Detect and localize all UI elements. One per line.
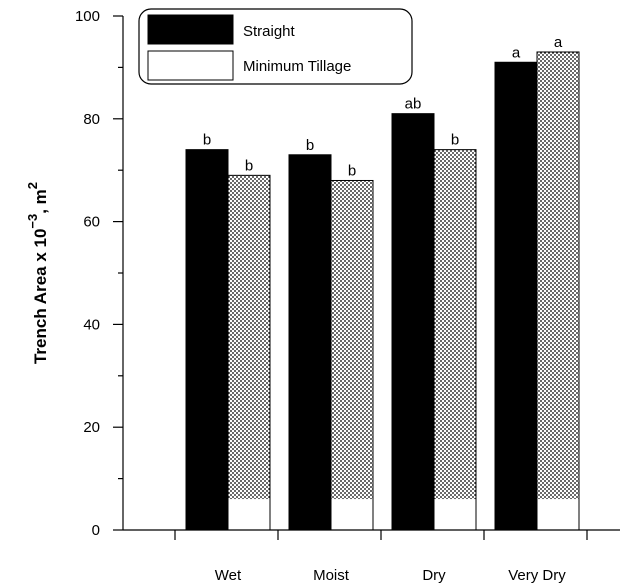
y-axis-label-unit: , m xyxy=(31,189,50,214)
bar-significance-label: b xyxy=(306,137,314,154)
y-tick-label: 60 xyxy=(83,214,100,231)
x-tick-label: Moist xyxy=(313,567,350,584)
bar-straight xyxy=(391,113,435,531)
legend-swatch-minimum-tillage xyxy=(147,50,234,81)
bar-base-segment xyxy=(537,499,579,530)
x-tick-label: Very Dry xyxy=(508,567,566,584)
y-axis-label-exponent: −3 xyxy=(25,214,40,229)
legend-swatch-straight xyxy=(147,14,234,45)
x-tick-label: Dry xyxy=(422,567,446,584)
bar-minimum-tillage xyxy=(434,149,476,500)
x-ticks-group: Wet Moist Dry Very Dry xyxy=(174,530,588,584)
bar-significance-label: b xyxy=(348,162,356,179)
bar-base-segment xyxy=(434,499,476,530)
bar-significance-label: b xyxy=(203,132,211,149)
legend: Straight Minimum Tillage xyxy=(138,8,413,85)
bar-significance-label: b xyxy=(245,157,253,174)
bar-straight xyxy=(494,61,538,531)
bar-straight xyxy=(185,149,229,531)
bar-significance-label: ab xyxy=(405,96,422,113)
y-tick-label: 100 xyxy=(75,8,100,25)
y-tick-label: 20 xyxy=(83,419,100,436)
bar-base-segment xyxy=(228,499,270,530)
bar-minimum-tillage xyxy=(331,180,373,500)
x-tick-label: Wet xyxy=(215,567,242,584)
y-tick-label: 40 xyxy=(83,316,100,333)
bar-minimum-tillage xyxy=(228,175,270,500)
y-axis-label-unit-exponent: 2 xyxy=(25,182,40,189)
y-tick-label: 80 xyxy=(83,111,100,128)
bar-labels-group: b b b b ab b a a xyxy=(203,34,563,179)
bar-significance-label: a xyxy=(554,34,563,51)
y-axis-label-main: Trench Area x 10 xyxy=(31,229,50,364)
legend-label-straight: Straight xyxy=(243,23,296,40)
legend-label-minimum-tillage: Minimum Tillage xyxy=(243,58,351,75)
bar-significance-label: b xyxy=(451,132,459,149)
bars-group xyxy=(185,51,580,531)
bar-straight xyxy=(288,154,332,531)
y-axis-label: Trench Area x 10−3, m2 xyxy=(25,182,50,364)
y-ticks-group: 0 20 40 60 80 100 xyxy=(75,8,123,539)
bar-significance-label: a xyxy=(512,44,521,61)
bar-minimum-tillage xyxy=(537,51,579,500)
bar-base-segment xyxy=(331,499,373,530)
y-tick-label: 0 xyxy=(92,522,100,539)
